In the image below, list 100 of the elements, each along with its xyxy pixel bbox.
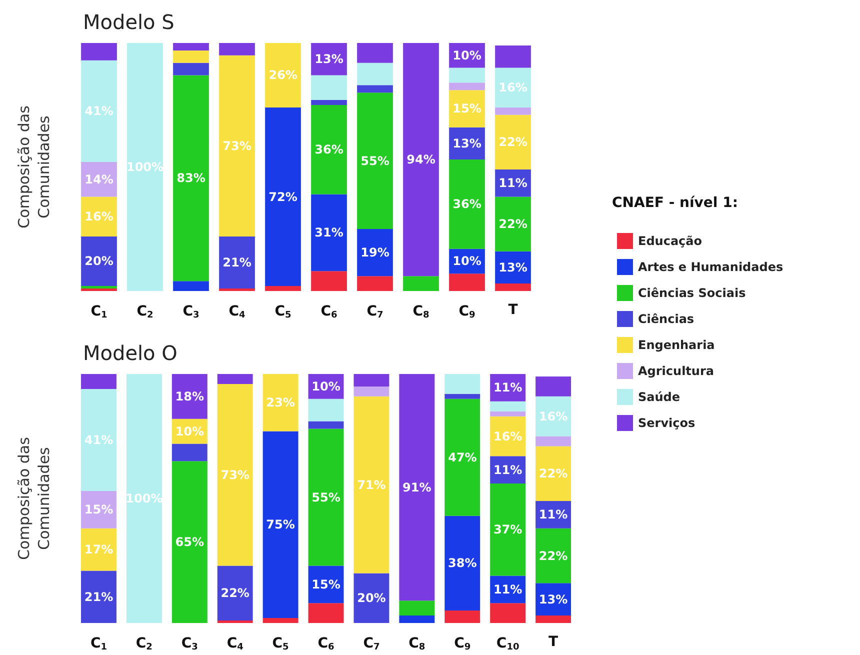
data-label: 72% [268,190,298,204]
bar [403,43,439,276]
data-label: 55% [360,154,390,168]
data-label: 100% [126,492,163,506]
bar [449,82,485,90]
bar [444,610,480,623]
data-label: 22% [498,135,528,150]
bar [399,616,435,623]
bar [357,43,393,63]
bar [536,376,571,396]
data-label: 38% [448,556,477,570]
data-label: 37% [493,522,522,537]
data-label: 22% [538,466,568,481]
bar [495,114,531,170]
data-label: 47% [448,450,477,464]
bar [495,107,531,115]
bar [81,60,117,162]
bar [449,160,485,249]
bar [219,43,255,56]
bar [311,75,347,100]
bar [449,90,485,128]
bar [357,85,393,93]
legend-label: Educação [638,234,702,248]
data-label: 14% [84,172,114,186]
data-label: 36% [452,197,482,212]
bar [311,100,347,105]
bar [127,43,163,291]
data-label: 31% [314,226,344,240]
data-label: 11% [493,582,522,596]
x-tick-label: T [548,634,558,650]
data-label: 11% [493,380,522,395]
data-label: 19% [360,246,390,260]
bar [265,107,301,286]
bar [449,274,485,291]
legend-label: Saúde [638,390,680,404]
bar [490,603,526,623]
bar [265,286,301,291]
bar [265,43,301,108]
bar [173,43,209,50]
bar [495,45,531,68]
bar [354,374,390,386]
data-label: 21% [222,255,252,270]
bar [308,398,344,422]
data-label: 73% [220,468,250,482]
data-label: 20% [357,591,386,606]
data-label: 10% [312,379,340,394]
bar [308,428,344,566]
bar [536,446,571,501]
bar [81,196,117,236]
bar [495,196,531,252]
data-label: 22% [538,548,568,563]
bar [217,384,253,566]
bar [490,484,526,576]
bar [172,444,208,462]
bar [357,62,393,86]
data-label: 13% [452,136,482,150]
bar [490,411,526,416]
bar [217,566,253,621]
data-label: 22% [498,217,528,232]
bar [81,388,116,492]
data-label: 100% [126,160,164,174]
bar [262,618,298,623]
bar [354,573,390,623]
bar [308,421,344,429]
data-label: 65% [175,535,204,550]
chart-title: Modelo S [83,10,174,34]
bar [536,436,571,446]
bar [81,570,116,623]
data-label: 75% [266,518,295,532]
bar [399,600,435,616]
x-tick-label: T [508,302,518,318]
bar [399,374,435,601]
bar [403,276,439,291]
bar [311,271,347,291]
bar [81,162,117,197]
data-label: 16% [498,80,528,95]
bar [219,236,255,289]
bar [311,194,347,272]
bar [81,374,116,389]
bar [173,50,209,63]
data-label: 16% [538,409,568,424]
legend-label: Ciências [638,312,694,326]
data-label: 18% [175,389,204,404]
bar [172,374,208,419]
data-label: 11% [498,176,528,190]
data-label: 15% [312,577,340,592]
bar [357,92,393,229]
bar [357,276,393,291]
data-label: 26% [268,68,298,82]
bar [490,401,526,412]
data-label: 10% [175,424,204,438]
data-label: 10% [452,254,482,268]
bar [173,75,209,282]
bar [173,62,209,76]
data-label: 22% [220,586,250,600]
bar [449,68,485,83]
bar [81,528,116,571]
bar [444,398,480,516]
bar [262,374,298,432]
data-label: 41% [84,104,114,118]
